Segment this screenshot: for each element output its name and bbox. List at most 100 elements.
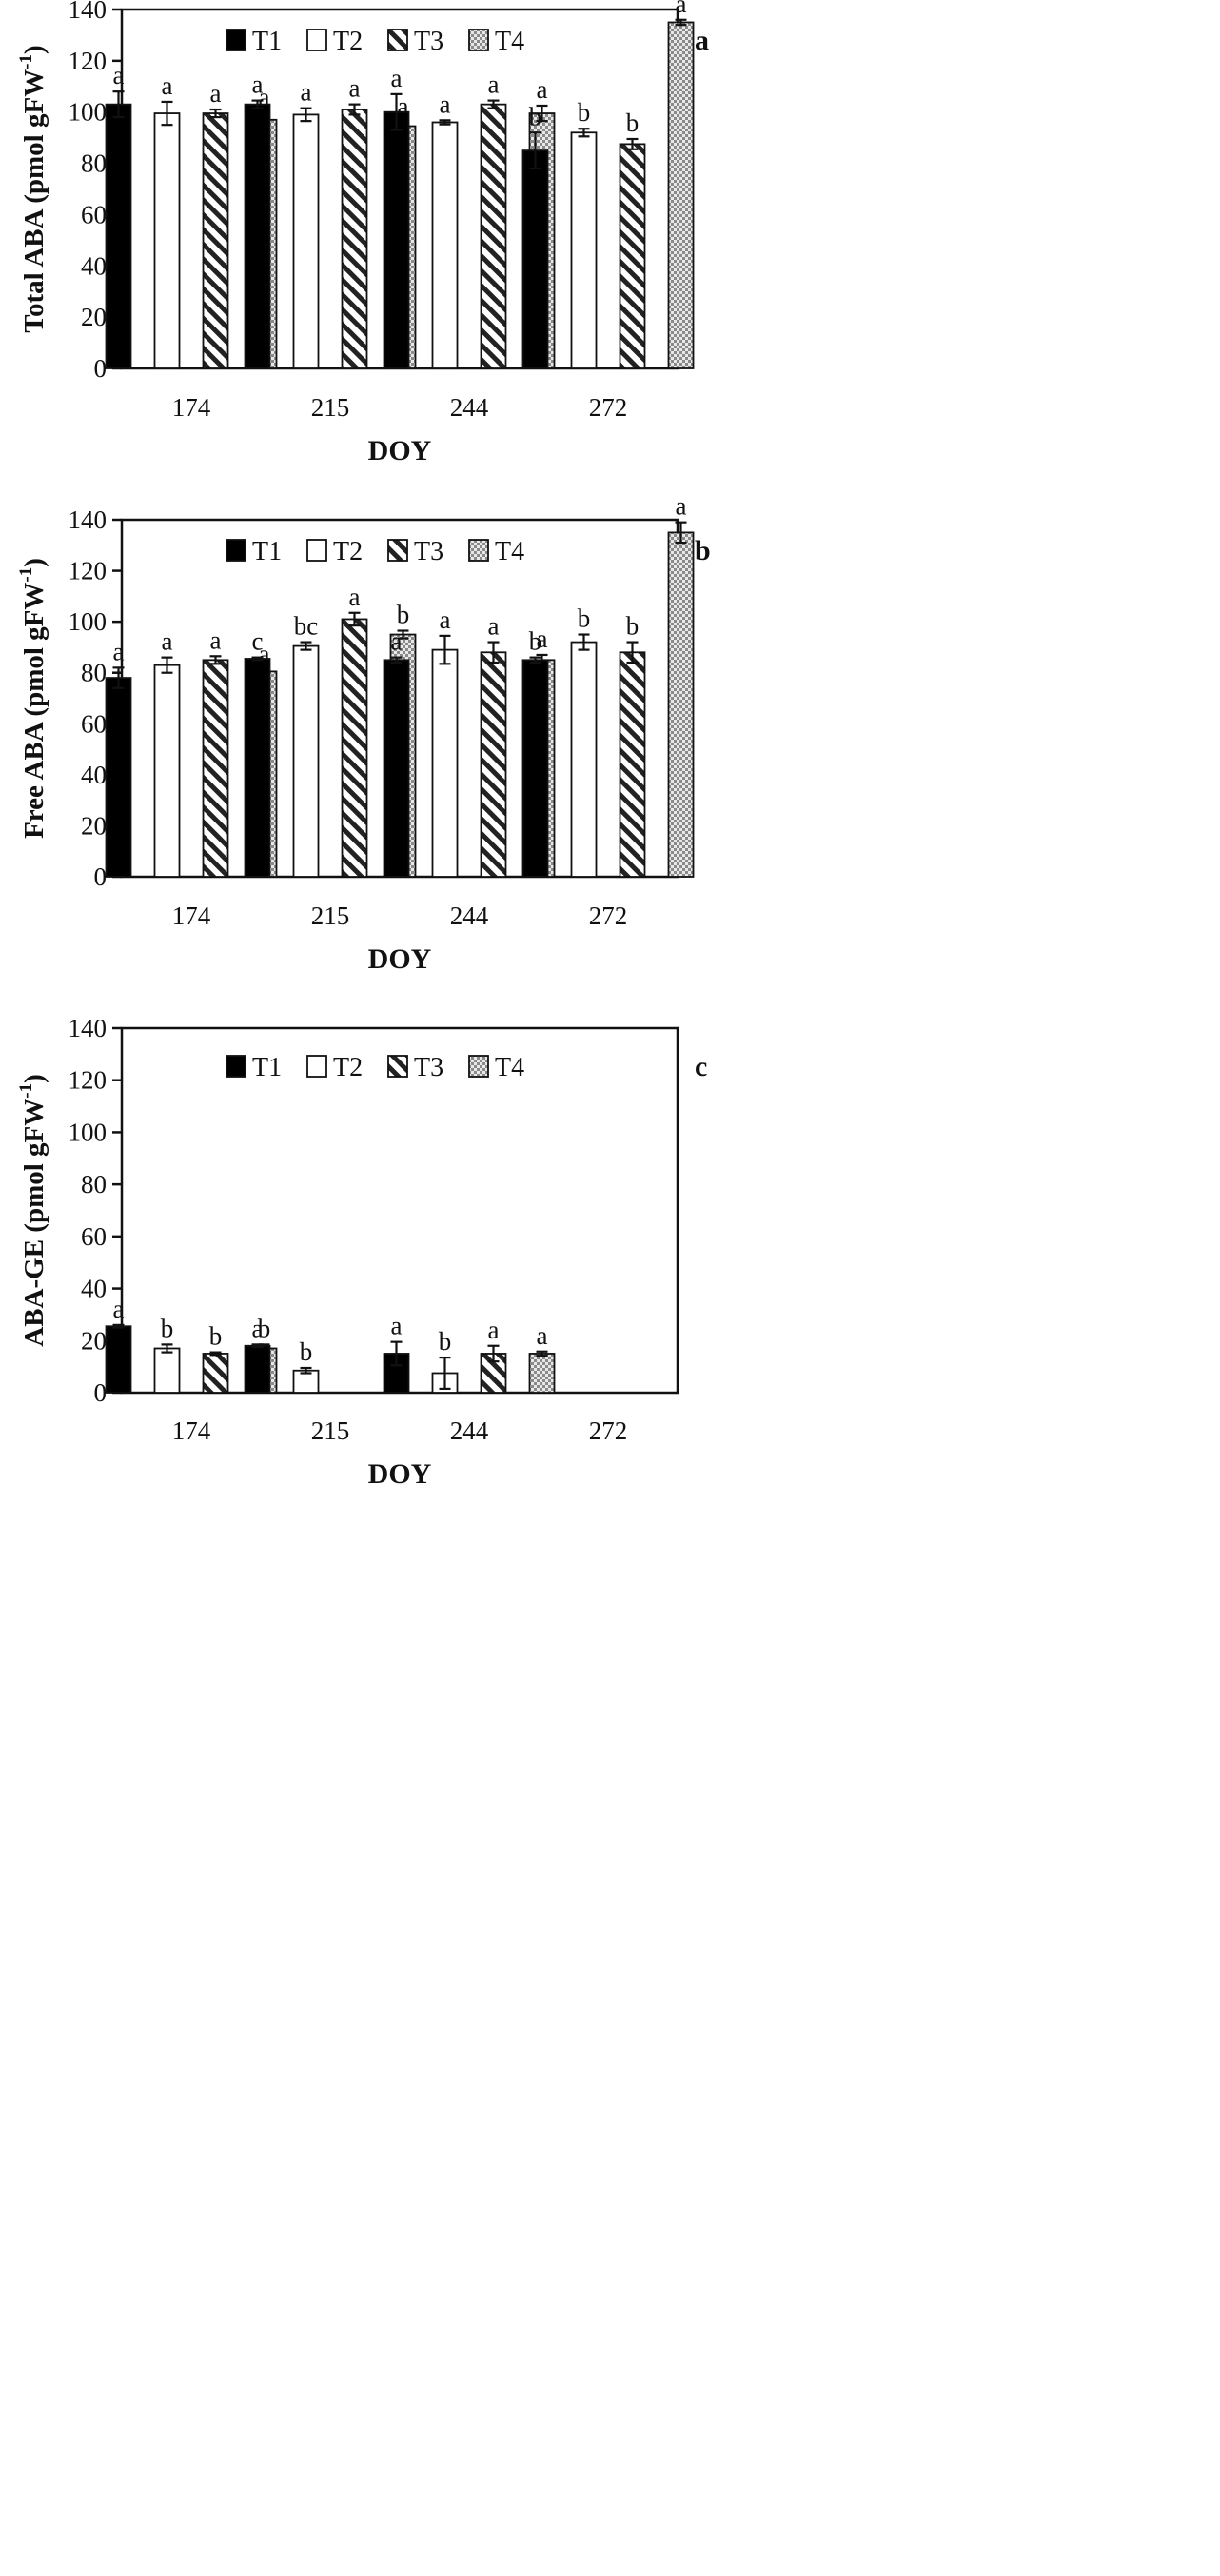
bar-t1-doy-215 — [244, 103, 271, 369]
significance-letter: a — [391, 627, 403, 656]
y-tick-label: 0 — [94, 1378, 108, 1407]
y-tick-label: 20 — [81, 1326, 107, 1355]
significance-letter: b — [529, 102, 542, 130]
y-tick-label: 20 — [81, 811, 107, 840]
legend-swatch-t4 — [468, 29, 489, 51]
y-axis-title-close: ) — [19, 558, 49, 567]
significance-letter: a — [349, 74, 361, 103]
significance-letter: a — [488, 70, 500, 99]
bar-t3-doy-215 — [341, 618, 368, 878]
y-tick-label: 100 — [69, 1118, 108, 1146]
legend-swatch-t1 — [226, 1055, 246, 1078]
bar-t2-doy-244 — [431, 648, 459, 878]
bar-t1-doy-215 — [244, 1344, 271, 1394]
significance-letter: a — [113, 61, 125, 89]
bar-t3-doy-174 — [202, 1353, 229, 1394]
panel-label: b — [695, 535, 711, 566]
legend-label: T4 — [495, 1053, 524, 1082]
y-tick-label: 120 — [69, 557, 108, 585]
significance-letter: a — [440, 605, 451, 634]
legend-swatch-t3 — [387, 29, 408, 51]
y-axis-title-close: ) — [19, 45, 49, 54]
significance-letter: bc — [294, 612, 319, 641]
y-tick-label: 40 — [81, 1275, 107, 1303]
bar-t1-doy-215 — [244, 658, 271, 878]
significance-letter: a — [440, 89, 451, 118]
x-tick-label: 174 — [172, 1417, 211, 1445]
legend-swatch-t1 — [226, 539, 246, 562]
significance-letter: a — [162, 627, 173, 656]
significance-letter: b — [626, 612, 640, 641]
x-tick-label: 244 — [450, 393, 489, 422]
x-tick-label: 244 — [450, 902, 489, 930]
legend-swatch-t3 — [387, 539, 408, 562]
significance-letter: a — [537, 624, 548, 653]
legend-label: T3 — [414, 1053, 443, 1082]
legend-swatch-t3 — [387, 1055, 408, 1078]
y-axis-title-text: Total ABA (pmol gFW — [19, 69, 49, 333]
legend-swatch-t4 — [468, 539, 489, 562]
significance-letter: a — [210, 625, 222, 654]
legend-swatch-t2 — [306, 29, 327, 51]
bar-t3-doy-272 — [619, 143, 646, 369]
panel-label: c — [695, 1051, 707, 1082]
y-axis-title-close: ) — [19, 1074, 49, 1083]
x-tick-label: 244 — [450, 1417, 489, 1445]
x-tick-label: 174 — [172, 902, 211, 930]
significance-letter: a — [488, 612, 500, 641]
y-tick-label: 60 — [81, 1222, 107, 1251]
bar-t1-doy-244 — [383, 110, 410, 369]
x-tick-label: 215 — [311, 393, 350, 422]
significance-letter: a — [113, 637, 125, 665]
significance-letter: a — [676, 0, 687, 18]
y-tick-label: 40 — [81, 251, 107, 280]
y-tick-label: 100 — [69, 607, 108, 636]
significance-letter: a — [488, 1316, 500, 1344]
significance-letter: a — [391, 1312, 403, 1340]
y-axis-title-text: ABA-GE (pmol gFW — [19, 1099, 49, 1347]
y-axis-title-superscript: -1 — [16, 567, 36, 583]
significance-letter: a — [391, 64, 403, 92]
x-tick-label: 272 — [589, 393, 628, 422]
significance-letter: a — [252, 70, 264, 99]
legend-label: T2 — [333, 537, 363, 566]
legend-label: T2 — [333, 27, 363, 56]
significance-letter: a — [252, 1314, 264, 1342]
significance-letter: b — [529, 627, 542, 656]
bar-t2-doy-174 — [153, 1347, 181, 1394]
significance-letter: b — [578, 98, 591, 127]
y-tick-label: 20 — [81, 303, 107, 331]
significance-letter: a — [537, 1321, 548, 1350]
significance-letter: a — [676, 492, 687, 521]
bar-t2-doy-174 — [153, 112, 181, 369]
y-tick-label: 140 — [69, 0, 108, 24]
significance-letter: a — [210, 79, 222, 108]
legend-swatch-t2 — [306, 1055, 327, 1078]
significance-letter: a — [162, 71, 173, 100]
y-axis-title-superscript: -1 — [16, 54, 36, 69]
bar-t2-doy-215 — [292, 113, 320, 369]
x-tick-label: 215 — [311, 902, 350, 930]
significance-letter: a — [537, 75, 548, 104]
y-axis-title: ABA-GE (pmol gFW-1) — [16, 1074, 49, 1347]
significance-letter: b — [626, 109, 640, 137]
y-tick-label: 80 — [81, 149, 107, 178]
legend-swatch-t1 — [226, 29, 246, 51]
significance-letter: c — [252, 627, 264, 656]
bar-t4-doy-272 — [667, 531, 695, 878]
legend-label: T1 — [252, 1053, 282, 1082]
significance-letter: b — [209, 1322, 223, 1351]
legend-label: T3 — [414, 27, 443, 56]
bar-t3-doy-174 — [202, 112, 229, 369]
x-axis-title: DOY — [368, 435, 432, 466]
legend-label: T4 — [495, 537, 524, 566]
legend-swatch-t2 — [306, 539, 327, 562]
legend-label: T1 — [252, 27, 282, 56]
y-tick-label: 120 — [69, 47, 108, 75]
y-tick-label: 100 — [69, 98, 108, 127]
y-tick-label: 0 — [94, 354, 108, 383]
significance-letter: b — [439, 1327, 452, 1356]
y-tick-label: 60 — [81, 709, 107, 738]
bar-t2-doy-272 — [570, 131, 598, 369]
x-axis-title: DOY — [368, 1458, 432, 1490]
